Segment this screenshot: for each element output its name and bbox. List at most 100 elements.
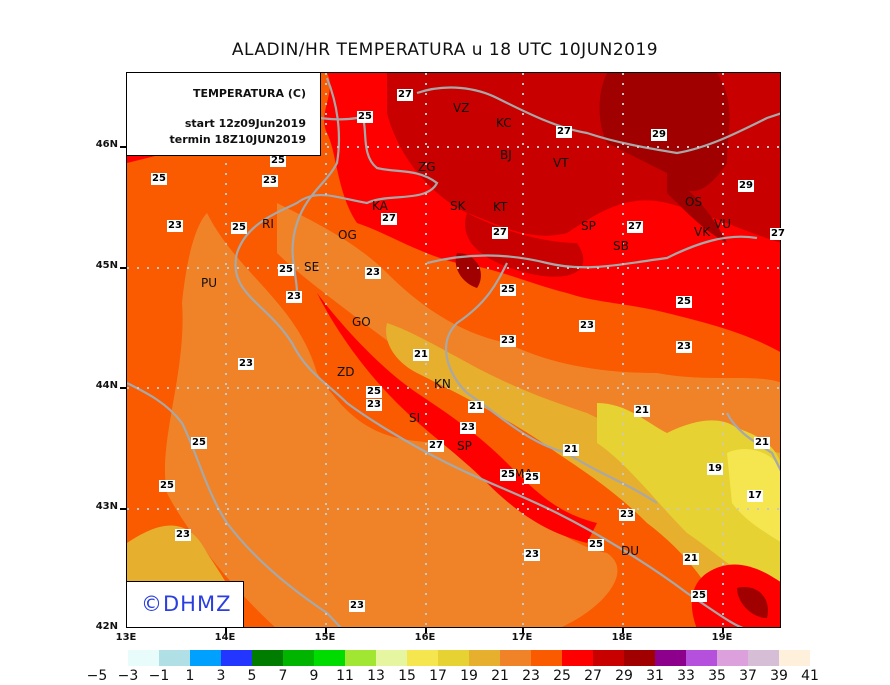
lon-label-15e: 15E [314,632,336,643]
isoline-value: 21 [754,437,770,449]
city-label: KC [496,116,512,130]
colorbar-label: 23 [522,668,540,684]
colorbar-segment [500,650,531,666]
isoline-value: 23 [286,291,302,303]
isoline-value: 25 [357,111,373,123]
colorbar-segment [376,650,407,666]
colorbar-segment [128,650,159,666]
isoline-value: 21 [634,405,650,417]
isoline-value: 17 [747,490,763,502]
isoline-value: 23 [349,600,365,612]
lat-tick [120,146,126,148]
lon-label-18e: 18E [611,632,633,643]
colorbar-segment [562,650,593,666]
copyright-text: ©DHMZ [141,592,232,616]
isoline-value: 25 [231,222,247,234]
chart-title: ALADIN/HR TEMPERATURA u 18 UTC 10JUN2019 [231,40,659,60]
colorbar-label: 29 [615,668,633,684]
isoline-value: 25 [524,472,540,484]
colorbar-segment [283,650,314,666]
isoline-value: 23 [460,422,476,434]
city-label: KT [493,200,508,214]
city-label: VU [714,217,731,231]
colorbar-label: 25 [553,668,571,684]
isoline-value: 21 [563,444,579,456]
colorbar-label: −1 [148,668,170,684]
isoline-value: 27 [556,126,572,138]
lon-label-13e: 13E [115,632,137,643]
lon-label-19e: 19E [711,632,733,643]
colorbar-label: 33 [677,668,695,684]
isoline-value: 23 [676,341,692,353]
colorbar-segment [190,650,221,666]
lon-tick [425,628,427,633]
city-label: OS [685,195,703,209]
city-label: SP [457,439,472,453]
variable-label: TEMPERATURA (C) [192,87,306,100]
lon-tick [325,628,327,633]
colorbar-segment [345,650,376,666]
colorbar-label: 7 [278,668,288,684]
city-label: SE [304,260,320,274]
colorbar-label: 15 [398,668,416,684]
colorbar-label: 3 [216,668,226,684]
lon-tick [622,628,624,633]
colorbar-label: 41 [801,668,819,684]
isoline-value: 23 [579,320,595,332]
colorbar-segment [717,650,748,666]
isoline-value: 27 [428,440,444,452]
isoline-value: 27 [397,89,413,101]
colorbar-segment [252,650,283,666]
colorbar-segment [438,650,469,666]
isoline-value: 23 [366,399,382,411]
isoline-value: 25 [278,264,294,276]
colorbar-segment [748,650,779,666]
lon-tick [522,628,524,633]
city-label: SI [409,411,421,425]
city-label: VZ [453,101,470,115]
isoline-value: 25 [500,469,516,481]
isoline-value: 23 [524,549,540,561]
isoline-value: 27 [492,227,508,239]
city-label: ZG [418,160,436,174]
colorbar-label: 35 [708,668,726,684]
colorbar-label: 9 [309,668,319,684]
colorbar-segment [159,650,190,666]
lon-label-17e: 17E [511,632,533,643]
city-label: VT [553,156,569,170]
isoline-value: 25 [588,539,604,551]
termin-label: termin 18Z10JUN2019 [169,133,306,146]
isoline-value: 23 [238,358,254,370]
city-label: KA [372,199,388,213]
isoline-value: 21 [683,553,699,565]
city-label: RI [262,217,274,231]
isoline-value: 29 [738,180,754,192]
city-label: SB [613,239,629,253]
lat-tick [120,508,126,510]
city-label: ZD [337,365,355,379]
isoline-value: 25 [676,296,692,308]
isoline-value: 23 [500,335,516,347]
city-label: GO [352,315,371,329]
isoline-value: 23 [365,267,381,279]
isoline-value: 23 [619,509,635,521]
city-label: KN [434,377,451,391]
colorbar-segment [531,650,562,666]
colorbar-label: 31 [646,668,664,684]
lon-tick [225,628,227,633]
colorbar-segment [469,650,500,666]
colorbar-label: 21 [491,668,509,684]
city-label: VK [694,225,711,239]
isoline-value: 25 [366,386,382,398]
isoline-value: 27 [381,213,397,225]
colorbar-segment [314,650,345,666]
colorbar-label: 1 [185,668,195,684]
isoline-value: 23 [167,220,183,232]
colorbar-segment [221,650,252,666]
colorbar-segment [779,650,810,666]
colorbar-segment [624,650,655,666]
isoline-value: 25 [270,155,286,167]
isoline-value: 25 [691,590,707,602]
city-label: OG [338,228,357,242]
isoline-value: 23 [262,175,278,187]
